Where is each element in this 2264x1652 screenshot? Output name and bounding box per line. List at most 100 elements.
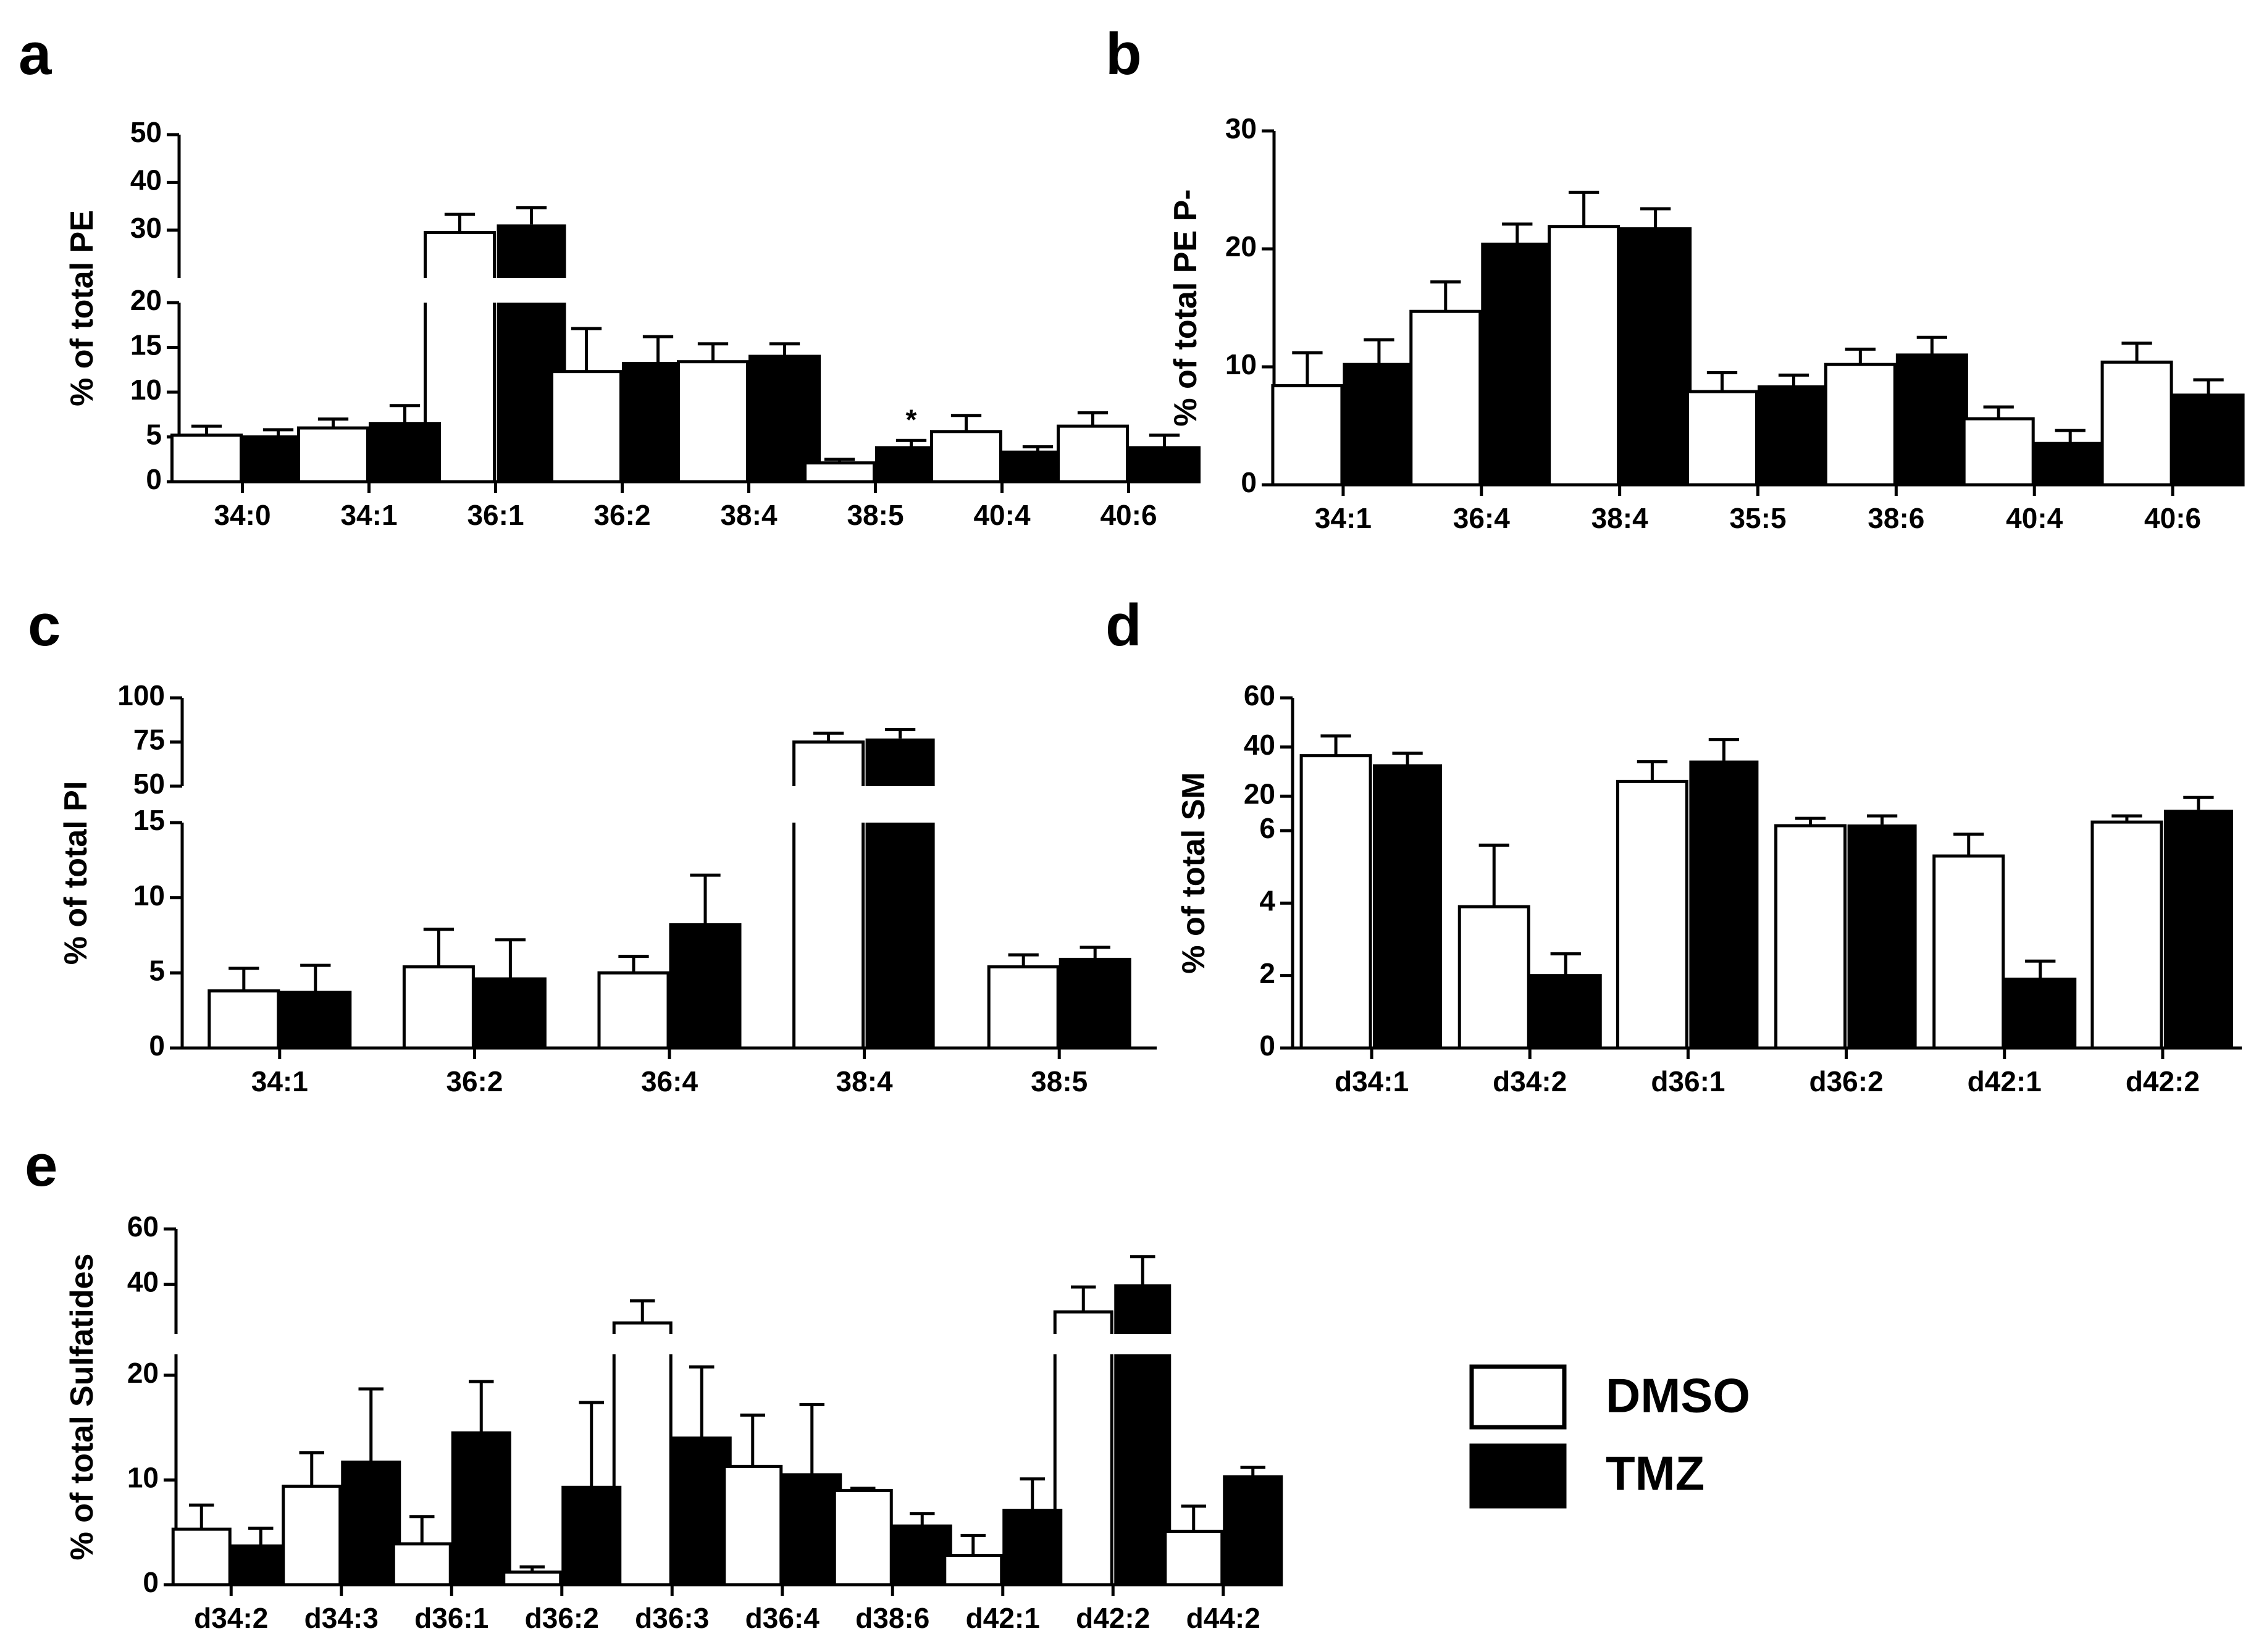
y-tick-label: 30 — [130, 212, 162, 244]
bar-tmz — [1895, 353, 1968, 487]
bar-tmz-upper — [2163, 810, 2233, 831]
panel-label-d: d — [1105, 592, 1142, 658]
x-tick-label: d42:2 — [2126, 1065, 2200, 1097]
bar-dmso-upper — [1774, 824, 1847, 831]
bar-tmz — [748, 354, 821, 484]
bar-tmz-upper — [1847, 824, 1917, 831]
x-tick-label: 34:1 — [340, 499, 397, 531]
bar-dmso — [832, 1488, 893, 1587]
x-tick-label: 36:4 — [641, 1065, 698, 1097]
bar-dmso — [1962, 417, 2035, 487]
bar-dmso — [987, 965, 1060, 1050]
bar-tmz — [782, 1473, 842, 1587]
bar-tmz — [369, 422, 441, 484]
y-tick-label: 75 — [133, 724, 165, 756]
y-tick-label: 10 — [1225, 348, 1257, 380]
y-tick-label: 5 — [146, 419, 162, 451]
y-axis-label-c: % of total PI — [58, 781, 94, 965]
bar-tmz — [451, 1431, 511, 1587]
y-tick-label: 60 — [1244, 679, 1275, 711]
bar-dmso-upper — [1616, 779, 1688, 831]
bar-dmso-lower — [424, 303, 496, 482]
x-tick-label: 38:4 — [720, 499, 777, 531]
y-tick-label: 20 — [1244, 778, 1275, 810]
bar-tmz — [1529, 974, 1602, 1050]
y-tick-label: 0 — [1241, 466, 1257, 498]
panel-e: e 0 10 20 40 60 % of total Sulfatides d34:2 d34:… — [25, 1133, 1283, 1634]
bar-dmso — [170, 434, 243, 484]
bar-dmso — [930, 430, 1002, 484]
y-tick-label: 20 — [130, 284, 162, 316]
x-tick-label: d42:1 — [966, 1602, 1040, 1634]
bar-dmso — [502, 1570, 563, 1587]
x-tick-label: d42:2 — [1076, 1602, 1150, 1634]
x-tick-label: d34:1 — [1335, 1065, 1409, 1097]
y-tick-label: 15 — [133, 804, 165, 836]
bar-dmso — [2100, 360, 2173, 487]
bar-dmso — [943, 1554, 1004, 1587]
bar-tmz — [1223, 1475, 1283, 1587]
bar-dmso — [1686, 390, 1758, 487]
bar-dmso-upper — [2090, 820, 2163, 831]
x-tick-label: d38:6 — [855, 1602, 929, 1634]
bar-tmz-upper — [1114, 1284, 1172, 1334]
bar-dmso — [171, 1527, 232, 1587]
bar-tmz-lower — [2163, 831, 2233, 1048]
bar-dmso — [803, 461, 876, 484]
bar-tmz — [2004, 978, 2077, 1050]
x-tick-label: 38:5 — [1031, 1065, 1088, 1097]
panel-label-a: a — [19, 21, 52, 87]
panel-label-c: c — [28, 592, 61, 658]
panel-label-b: b — [1105, 21, 1142, 87]
bar-dmso — [550, 370, 623, 484]
y-tick-label: 100 — [117, 679, 165, 711]
y-tick-label: 2 — [1259, 957, 1275, 989]
bar-dmso-upper — [1053, 1310, 1113, 1334]
bar-tmz-upper — [1373, 764, 1443, 831]
y-tick-label: 60 — [127, 1210, 159, 1243]
y-tick-label: 0 — [1259, 1029, 1275, 1062]
bar-dmso-upper — [424, 231, 496, 278]
bar-tmz-lower — [1689, 831, 1759, 1048]
x-tick-label: 34:1 — [1315, 502, 1372, 534]
bar-tmz-lower — [1114, 1354, 1172, 1585]
bar-dmso — [1057, 424, 1129, 484]
x-tick-label: d34:3 — [304, 1602, 379, 1634]
bar-dmso-upper — [1299, 754, 1372, 831]
y-tick-label: 30 — [1225, 112, 1257, 145]
x-tick-label: 36:4 — [1453, 502, 1510, 534]
y-tick-label: 0 — [143, 1566, 159, 1598]
y-tick-label: 50 — [130, 116, 162, 148]
bar-dmso-upper — [792, 740, 865, 786]
bar-dmso — [1824, 363, 1897, 487]
bar-dmso-lower — [792, 823, 865, 1048]
y-tick-label: 15 — [130, 329, 162, 361]
x-tick-label: d34:2 — [194, 1602, 268, 1634]
bar-tmz — [671, 1436, 732, 1587]
panel-c: c 0 5 10 15 50 75 100 % of total PI 34:1 36:2 36:4 3… — [28, 592, 1157, 1097]
panel-b: b 0 10 20 30 % of total PE P- 34:1 36:4 38:4 35:5… — [1105, 21, 2245, 534]
bar-tmz — [561, 1485, 622, 1587]
bar-dmso — [402, 965, 475, 1050]
bar-dmso — [297, 426, 369, 484]
panel-d: d 0 2 4 620 40 60 % of total SM d34:1 d34:2 d36:1 d… — [1105, 592, 2242, 1097]
bar-dmso-lower — [1053, 1354, 1113, 1585]
legend-label-dmso: DMSO — [1606, 1369, 1750, 1423]
bar-tmz — [1619, 227, 1692, 487]
x-tick-label: 40:6 — [2144, 502, 2201, 534]
x-tick-label: 38:6 — [1868, 502, 1924, 534]
x-tick-label: d36:1 — [414, 1602, 488, 1634]
significance-marker: * — [906, 403, 917, 435]
bar-tmz — [1059, 957, 1131, 1050]
bar-tmz-lower — [1373, 831, 1443, 1048]
y-tick-label: 20 — [1225, 230, 1257, 262]
x-tick-label: d36:4 — [745, 1602, 820, 1634]
y-tick-label: 4 — [1259, 884, 1275, 916]
bar-dmso — [677, 360, 749, 484]
x-tick-label: 40:4 — [2006, 502, 2063, 534]
bar-dmso-lower — [1774, 831, 1847, 1048]
bar-tmz — [1758, 385, 1830, 487]
x-tick-label: 36:1 — [467, 499, 524, 531]
bar-tmz — [892, 1524, 952, 1587]
